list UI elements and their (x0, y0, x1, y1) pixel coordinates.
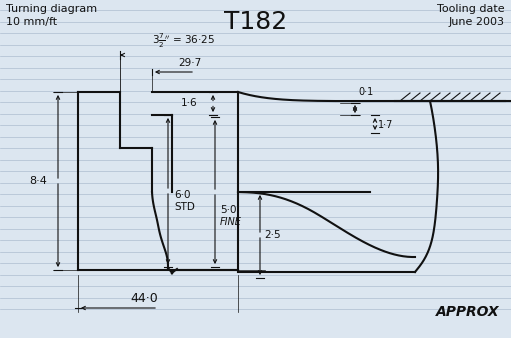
Text: June 2003: June 2003 (449, 17, 505, 27)
Text: 29·7: 29·7 (178, 58, 201, 68)
Text: 1·7: 1·7 (378, 120, 393, 130)
Text: FINE: FINE (220, 217, 242, 227)
Text: Tooling date: Tooling date (437, 4, 505, 14)
Text: $3\frac{7}{2}^{\prime\prime}$ = 36·25: $3\frac{7}{2}^{\prime\prime}$ = 36·25 (152, 31, 215, 50)
Text: 2·5: 2·5 (264, 230, 281, 240)
Text: 6·0: 6·0 (174, 190, 191, 200)
Text: T182: T182 (224, 10, 288, 34)
Text: 1·6: 1·6 (180, 98, 197, 108)
Text: 0·1: 0·1 (358, 87, 373, 97)
Text: 10 mm/ft: 10 mm/ft (6, 17, 57, 27)
Text: Turning diagram: Turning diagram (6, 4, 97, 14)
Text: 8·4: 8·4 (29, 176, 47, 186)
Text: STD: STD (174, 202, 195, 212)
Text: 5·0: 5·0 (220, 205, 237, 215)
Text: APPROX: APPROX (436, 305, 500, 319)
Text: 44·0: 44·0 (130, 292, 158, 305)
